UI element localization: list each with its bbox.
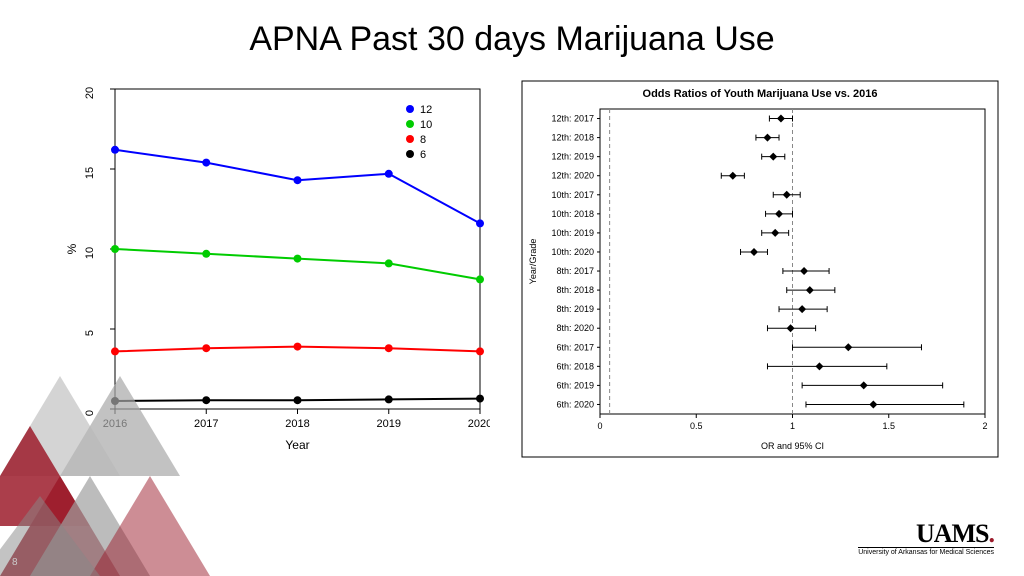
svg-text:12th: 2017: 12th: 2017 <box>551 114 594 124</box>
svg-text:10th: 2020: 10th: 2020 <box>551 247 594 257</box>
svg-text:0.5: 0.5 <box>690 421 703 431</box>
svg-text:10: 10 <box>84 247 96 259</box>
svg-text:10th: 2018: 10th: 2018 <box>551 209 594 219</box>
svg-text:8: 8 <box>420 134 426 146</box>
svg-text:Year: Year <box>285 438 309 452</box>
svg-text:2020: 2020 <box>468 418 490 430</box>
svg-text:10th: 2017: 10th: 2017 <box>551 190 594 200</box>
svg-text:OR and 95% CI: OR and 95% CI <box>761 441 824 451</box>
svg-text:1.5: 1.5 <box>882 421 895 431</box>
svg-text:10th: 2019: 10th: 2019 <box>551 228 594 238</box>
svg-text:8th: 2018: 8th: 2018 <box>556 285 594 295</box>
logo: UAMS. University of Arkansas for Medical… <box>858 519 994 556</box>
svg-text:Odds Ratios of Youth Marijuana: Odds Ratios of Youth Marijuana Use vs. 2… <box>643 88 878 100</box>
svg-text:2019: 2019 <box>377 418 401 430</box>
page-number: 8 <box>12 557 18 568</box>
svg-text:6th: 2018: 6th: 2018 <box>556 361 594 371</box>
svg-text:20: 20 <box>84 87 96 99</box>
svg-text:8th: 2020: 8th: 2020 <box>556 323 594 333</box>
svg-text:8th: 2017: 8th: 2017 <box>556 266 594 276</box>
svg-text:2018: 2018 <box>285 418 309 430</box>
svg-text:12th: 2019: 12th: 2019 <box>551 152 594 162</box>
svg-text:6th: 2020: 6th: 2020 <box>556 399 594 409</box>
logo-main-text: UAMS. <box>858 519 994 549</box>
svg-text:1: 1 <box>790 421 795 431</box>
forest-plot: Odds Ratios of Youth Marijuana Use vs. 2… <box>520 79 1000 459</box>
decorative-triangles <box>0 336 220 576</box>
svg-text:12th: 2020: 12th: 2020 <box>551 171 594 181</box>
svg-text:Year/Grade: Year/Grade <box>528 239 538 285</box>
svg-text:12: 12 <box>420 104 432 116</box>
svg-text:6: 6 <box>420 149 426 161</box>
svg-text:10: 10 <box>420 119 432 131</box>
svg-text:2: 2 <box>982 421 987 431</box>
svg-text:6th: 2019: 6th: 2019 <box>556 380 594 390</box>
svg-text:8th: 2019: 8th: 2019 <box>556 304 594 314</box>
svg-text:15: 15 <box>84 167 96 179</box>
svg-text:12th: 2018: 12th: 2018 <box>551 133 594 143</box>
page-title: APNA Past 30 days Marijuana Use <box>0 0 1024 59</box>
svg-text:%: % <box>65 243 79 254</box>
logo-sub-text: University of Arkansas for Medical Scien… <box>858 547 994 556</box>
svg-text:6th: 2017: 6th: 2017 <box>556 342 594 352</box>
svg-text:0: 0 <box>597 421 602 431</box>
